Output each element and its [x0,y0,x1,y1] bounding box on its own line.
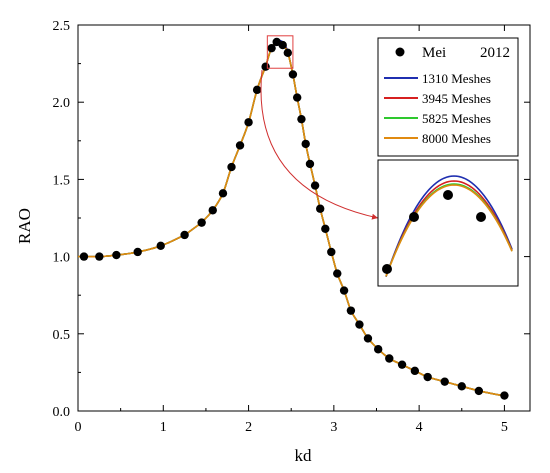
mei-2012-point [112,250,121,260]
y-tick-label: 2.0 [53,96,71,111]
mei-2012-point [500,391,509,400]
legend-label-year: 2012 [480,45,510,61]
legend-label-series: 1310 Meshes [422,71,491,86]
mei-2012-point [156,241,165,250]
y-axis-title: RAO [15,208,34,244]
plot-area: 0 1 2 3 4 5 0.0 0.5 1.0 1.5 2.0 2.5 [53,19,531,435]
mei-2012-point [267,43,276,53]
mei-2012-point [278,40,287,50]
y-tick-label: 0.0 [53,405,71,420]
x-tick-label: 4 [416,420,423,435]
inset-zoom [377,159,519,287]
mei-2012-point [79,252,89,261]
y-tick-label: 1.5 [53,173,71,188]
mei-2012-point [310,181,320,190]
mei-2012-point [423,372,432,382]
inset-series-line [385,184,513,277]
y-tick-label: 1.0 [53,251,71,266]
mei-2012-point [457,382,466,391]
mei-2012-point [474,386,484,396]
inset-series-line [385,175,513,278]
x-tick-label: 1 [160,420,167,435]
legend-marker-mei [395,47,405,57]
legend-label-series: 5825 Meshes [422,111,491,126]
mei-2012-point [327,247,336,257]
mei-2012-point [440,377,449,386]
x-tick-label: 3 [330,420,337,435]
legend-label-series: 3945 Meshes [422,91,491,106]
mei-2012-point [197,218,206,227]
legend: Mei 2012 1310 Meshes 3945 Meshes 5825 Meshes… [377,37,519,157]
mei-2012-point [292,93,302,102]
mei-2012-point [301,139,310,149]
mei-2012-point [261,62,270,71]
mei-2012-point [283,48,292,57]
inset-mei-point [443,190,453,200]
mei-2012-point [297,114,306,124]
mei-2012-point [305,159,315,169]
mei-2012-point [227,162,236,172]
mei-2012-point [316,204,325,213]
mei-2012-point [333,269,342,278]
mei-2012-point [252,85,262,95]
mei-2012-point [385,354,394,363]
mei-2012-point [397,360,407,369]
x-tick-label: 0 [75,420,82,435]
mei-2012-point [288,70,298,79]
x-axis-title: kd [295,446,313,465]
mei-2012-point [235,141,245,150]
mei-2012-point [180,230,189,240]
mei-2012-point [244,118,253,127]
y-tick-label: 2.5 [53,19,71,34]
mei-2012-point [321,224,330,234]
inset-mei-point [476,212,486,222]
mei-2012-point [346,306,356,315]
x-tick-label: 5 [501,420,508,435]
mei-2012-point [133,247,142,257]
inset-mei-point [409,212,419,222]
legend-label-series: 8000 Meshes [422,131,491,146]
mei-2012-point [410,366,420,376]
mei-2012-point [218,189,228,198]
x-tick-label: 2 [245,420,252,435]
mei-2012-point [373,345,383,354]
zoom-region-box [266,35,294,69]
mei-2012-point [355,320,364,329]
series-line-8000-meshes [78,41,505,397]
inset-mei-point [382,264,392,274]
mei-2012-point [363,334,373,343]
zoom-arrow [260,69,379,220]
mei-2012-point [339,286,349,295]
y-tick-label: 0.5 [53,328,71,343]
legend-label-mei: Mei [422,45,446,61]
mei-2012-point [95,252,104,261]
mei-2012-point [208,206,217,215]
